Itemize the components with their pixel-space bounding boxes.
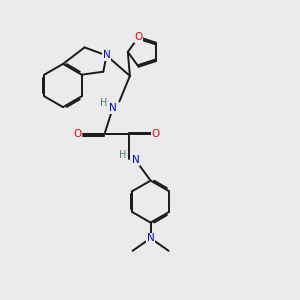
Text: O: O xyxy=(73,129,82,140)
Text: H: H xyxy=(119,150,127,160)
Text: O: O xyxy=(152,129,160,140)
Text: N: N xyxy=(109,103,117,113)
Text: N: N xyxy=(103,50,110,61)
Text: H: H xyxy=(100,98,107,108)
Text: N: N xyxy=(132,155,140,165)
Text: O: O xyxy=(134,32,143,42)
Text: N: N xyxy=(147,233,154,243)
